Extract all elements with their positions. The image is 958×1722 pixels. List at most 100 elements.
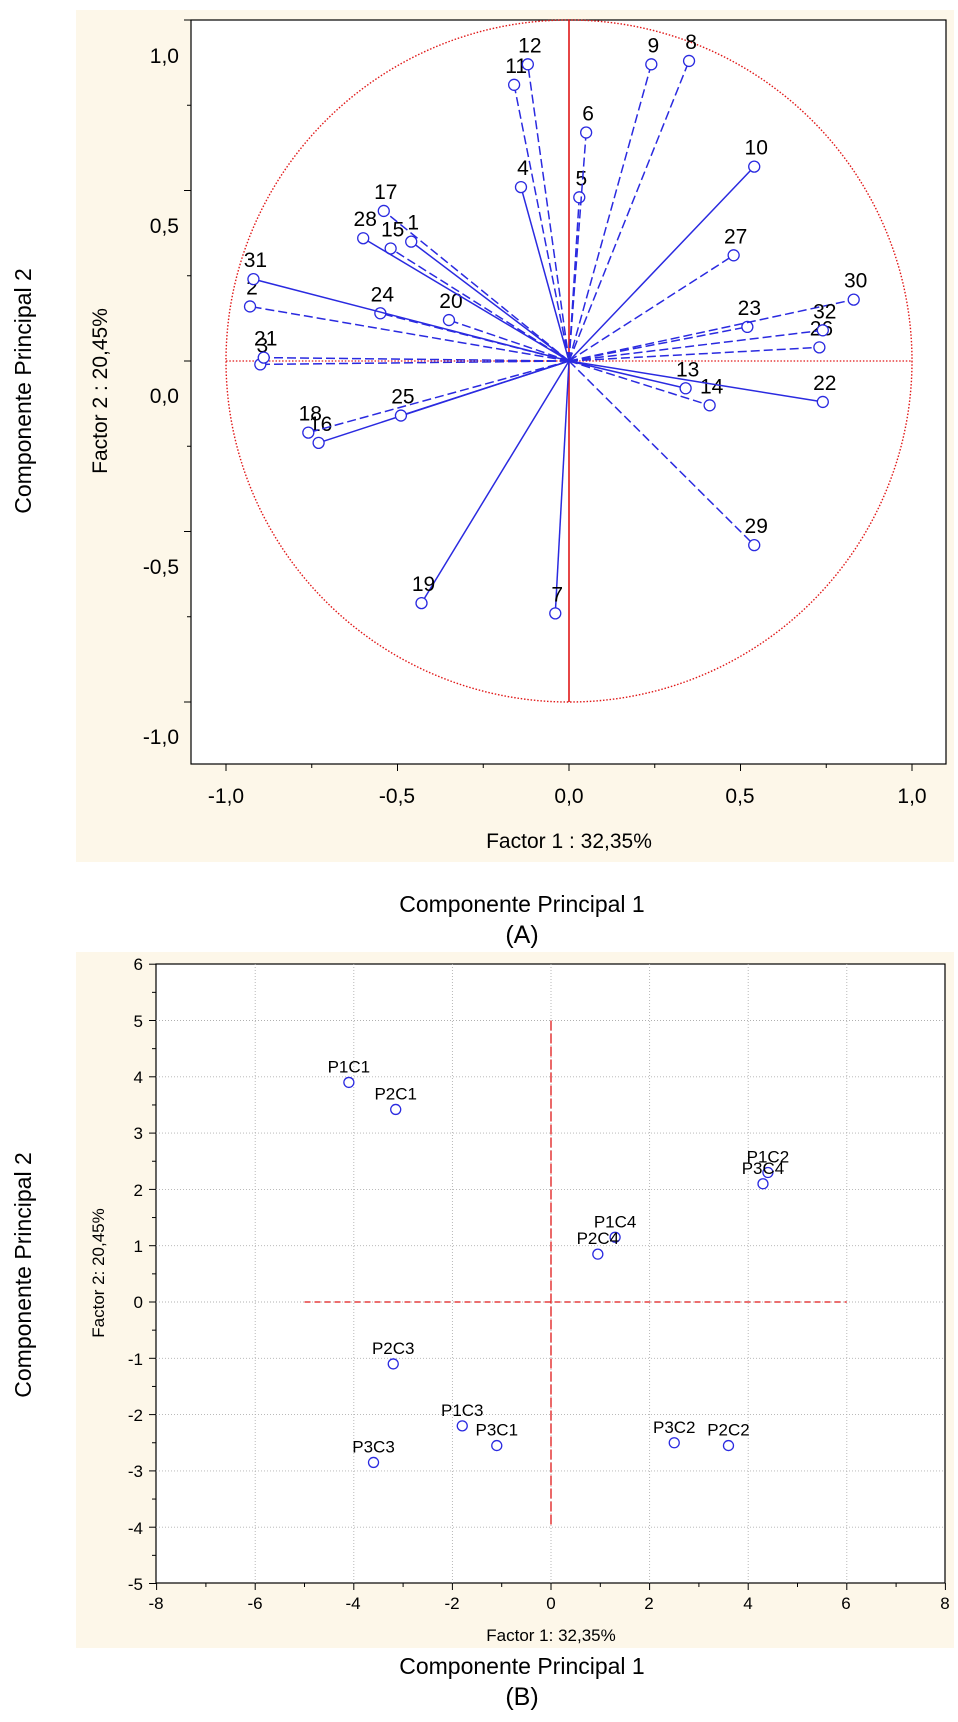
point-label: 13 [676,358,699,381]
panel-a-x-axis-title: Factor 1 : 32,35% [486,830,652,853]
variable-point [679,382,692,395]
loading-vector [383,210,570,362]
point-label: 21 [254,328,277,351]
point-label: P1C4 [594,1212,637,1231]
sample-point [387,1358,399,1370]
variable-point [549,607,562,620]
panel-b-x-tick-label: 8 [940,1594,949,1613]
loading-vector [308,360,570,434]
variable-point [514,180,528,194]
point-label: 8 [685,31,697,54]
loading-vector [362,237,570,362]
loading-vector [568,166,755,362]
point-label: 6 [582,103,594,126]
panel-b-y-axis-title: Factor 2: 20,45% [89,1208,108,1337]
panel-b-y-tick-label: -4 [128,1519,143,1538]
variable-point [580,126,593,139]
loading-vector [568,360,823,403]
panel-a-x-tick-marks [225,764,913,771]
variable-point [727,249,740,262]
panel-b-x-tick-label: -6 [247,1594,262,1613]
panel-a: -1,0 -0,5 0,0 0,5 1,0 1,0 0,5 0,0 -0,5 -… [76,10,954,862]
panel-b-x-tick-label: 4 [743,1594,752,1613]
panel-a-x-tick-label: 1,0 [897,785,926,808]
variable-point [507,78,521,91]
panel-b-outer-y-label: Componente Principal 2 [10,1152,36,1397]
variable-point [645,58,658,71]
panel-b-x-axis-title: Factor 1: 32,35% [486,1626,615,1645]
panel-b-x-tick-label: -4 [345,1594,360,1613]
loading-vector [420,360,570,604]
variable-point [816,324,829,337]
loading-vector [400,360,570,417]
loading-vector [513,84,570,362]
point-label: P1C2 [747,1148,790,1167]
loading-vector [448,319,570,362]
panel-a-outer-y-label: Componente Principal 2 [10,268,36,513]
panel-b-y-tick-label: 3 [134,1124,143,1143]
variable-point [813,341,826,354]
sample-point [592,1248,604,1260]
panel-b-y-tick-label: 5 [134,1012,143,1031]
variable-point [816,395,829,409]
panel-b-x-tick-label: -2 [444,1594,459,1613]
loading-vector [568,360,686,390]
panel-b-y-tick-label: -2 [128,1406,143,1425]
point-label: P2C1 [374,1084,417,1103]
variable-point [247,273,260,286]
point-label: 18 [299,403,322,426]
panel-b-x-tick-label: 0 [546,1594,555,1613]
sample-point [609,1231,621,1243]
sample-point [722,1439,735,1452]
point-label: 1 [407,212,419,235]
point-label: 22 [813,372,836,395]
point-label: P3C2 [653,1418,696,1437]
loading-vector [568,329,823,362]
point-label: P1C3 [441,1401,484,1420]
point-label: P3C3 [352,1437,395,1456]
loading-vector [554,360,570,614]
loading-vector [568,254,735,362]
variable-point [573,191,586,204]
point-label: 5 [575,167,587,190]
variable-point [405,235,418,248]
loading-vector [568,360,755,546]
point-label: 27 [724,225,747,248]
loading-vector [390,247,570,362]
loading-vector [249,305,570,362]
panel-b-x-tick-label: -8 [148,1594,163,1613]
point-label: 11 [505,55,527,78]
variable-point [377,204,390,218]
panel-b-y-tick-label: -5 [128,1575,143,1594]
variable-point [243,300,257,313]
loading-vector [520,186,570,362]
point-label: 24 [371,283,395,306]
sample-point [762,1166,774,1179]
variable-point [682,54,696,68]
panel-a-y-tick-label: 1,0 [150,45,179,68]
point-label: 20 [439,290,462,313]
panel-a-x-tick-label: -0,5 [379,785,415,808]
panel-b-tick-marks [149,963,946,1590]
panel-b-outer-x-label: Componente Principal 1 [399,1653,644,1679]
point-label: 14 [700,375,724,398]
sample-point [390,1103,402,1116]
point-label: 29 [745,515,768,538]
panel-b-y-tick-label: -1 [128,1350,143,1369]
panel-b-y-tick-label: 4 [134,1068,143,1087]
variable-point [521,58,534,71]
variable-point [741,320,754,334]
point-label: 12 [518,34,541,57]
sample-point [491,1439,503,1452]
panel-a-y-tick-label: -0,5 [143,556,179,579]
loading-vector [253,278,570,362]
sample-point [668,1437,680,1449]
point-label: 9 [647,34,659,57]
point-label: 30 [844,270,867,293]
variable-point [394,409,408,422]
variable-point [748,538,761,552]
variable-point [357,232,370,245]
point-label: 28 [354,208,377,231]
